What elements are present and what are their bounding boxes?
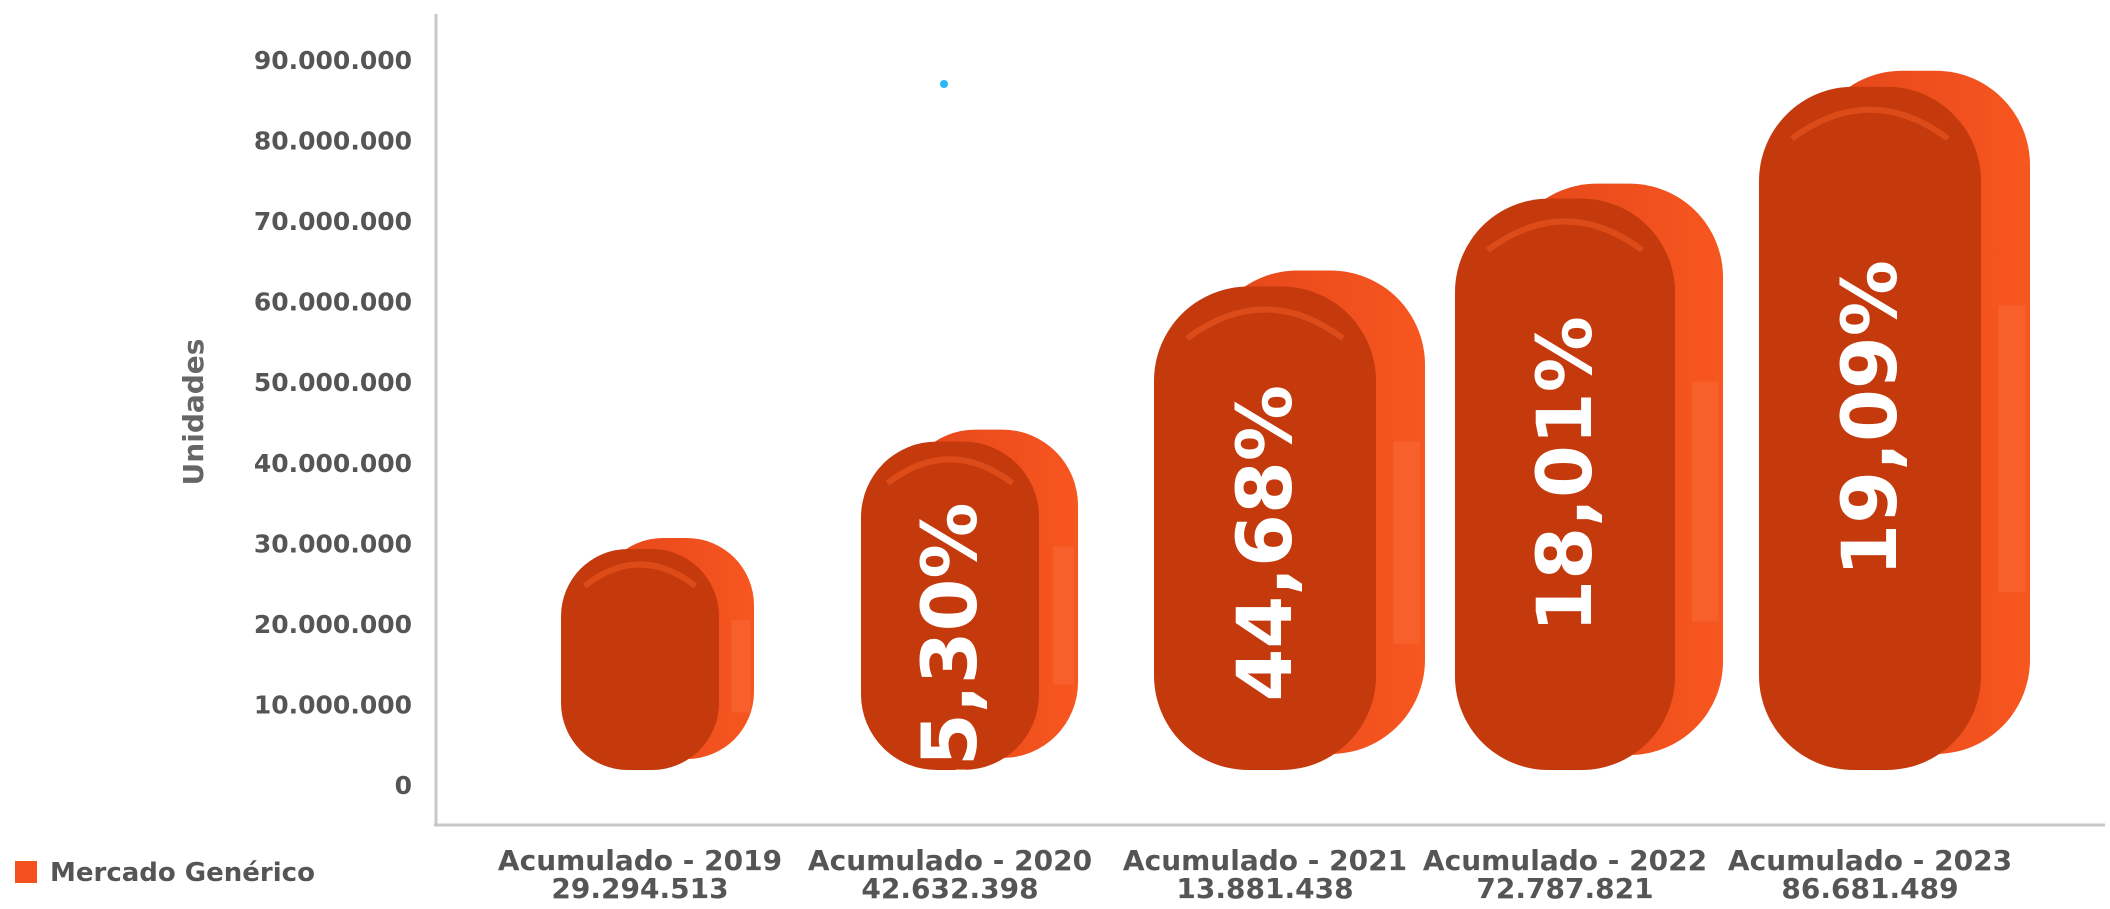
bar-side-highlight [1052,546,1075,685]
bars: 45,30% 44,68% 18,01% 19,09% [561,70,2030,820]
bar-front [561,549,719,770]
bar-3d: 45,30% [861,429,1078,820]
category-label: Acumulado - 2021 [1123,844,1407,877]
bar-front [1154,286,1376,770]
y-tick-label: 50.000.000 [254,368,412,397]
bar-side-highlight [1691,381,1719,622]
bar-front [1759,86,1981,771]
bar-side-highlight [1998,305,2026,593]
legend-label: Mercado Genérico [50,858,315,888]
category-value-label: 29.294.513 [551,872,728,905]
bar-top-sheen [885,456,1015,486]
category-label: Acumulado - 2020 [808,844,1092,877]
growth-label: 18,01% [1520,316,1609,633]
y-tick-label: 40.000.000 [254,449,412,478]
legend-swatch [15,861,37,883]
y-tick-label: 90.000.000 [254,46,412,75]
y-axis-title: Unidades [177,339,210,486]
category-label: Acumulado - 2019 [498,844,782,877]
bar-top-sheen [1185,306,1345,341]
bar-top-sheen [1790,106,1950,142]
marker-dot [940,80,948,88]
y-tick-labels: 0 10.000.000 20.000.000 30.000.000 40.000.00… [254,46,412,800]
category-value-label: 86.681.489 [1781,872,1958,905]
legend: Mercado Genérico [15,858,315,888]
y-tick-label: 30.000.000 [254,529,412,558]
y-tick-label: 70.000.000 [254,207,412,236]
growth-label: 45,30% [905,503,994,820]
category-label: Acumulado - 2023 [1728,844,2012,877]
category-value-label: 13.881.438 [1176,872,1353,905]
bar-top-sheen [1485,218,1645,253]
bar-3d [561,538,754,770]
bar-front [861,441,1039,770]
growth-label: 19,09% [1825,260,1914,577]
category-label: Acumulado - 2022 [1423,844,1707,877]
bar-3d: 44,68% [1154,270,1425,770]
growth-label: 44,68% [1220,385,1309,702]
bar-side-highlight [731,619,751,713]
bar-front [1455,198,1675,770]
y-tick-label: 60.000.000 [254,288,412,317]
category-value-label: 72.787.821 [1476,872,1653,905]
bar-3d: 18,01% [1455,183,1723,770]
y-tick-label: 0 [395,771,412,800]
category-value-label: 42.632.398 [861,872,1038,905]
bar-3d: 19,09% [1759,70,2030,771]
bar-side-highlight [1393,441,1421,645]
y-tick-label: 10.000.000 [254,690,412,719]
bar-top-sheen [582,561,698,589]
y-tick-label: 80.000.000 [254,127,412,156]
y-tick-label: 20.000.000 [254,610,412,639]
